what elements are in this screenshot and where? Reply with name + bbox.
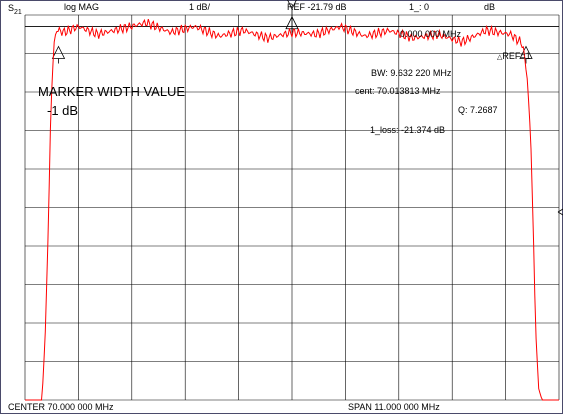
trace-line [25,18,559,401]
annotation-value: -1 dB [47,103,79,118]
marker-1-icon [285,0,299,33]
marker-2 [51,45,66,64]
marker-status-unit: dB [484,2,496,12]
marker-2-icon [51,45,66,64]
marker-frequency-readout: 0.000 000 MHz [400,29,462,39]
marker-3-icon [519,45,533,64]
bandwidth-readout: BW: 9.632 220 MHz [371,68,452,78]
scale-label: 1 dB/ [189,2,211,12]
span-label: SPAN 11.000 000 MHz [348,402,440,412]
channel-label: S21 [8,3,22,16]
format-label: log MAG [64,2,100,12]
delta-icon: △ [497,54,503,61]
reference-label: REF -21.79 dB [287,2,347,12]
marker-status-label: 1_: 0 [409,2,430,12]
insertion-loss-readout: 1_loss: -21.374 dB [370,125,446,135]
marker-3 [519,45,533,64]
reference-arrow-icon [557,208,563,216]
center-frequency-readout: cent: 70.013813 MHz [355,86,441,96]
center-frequency-label: CENTER 70.000 000 MHz [8,402,114,412]
ref-marker-readout: △REF=1 [497,51,531,61]
annotation-title: MARKER WIDTH VALUE [38,84,186,99]
q-factor-readout: Q: 7.2687 [458,105,498,115]
marker-1 [285,0,299,33]
